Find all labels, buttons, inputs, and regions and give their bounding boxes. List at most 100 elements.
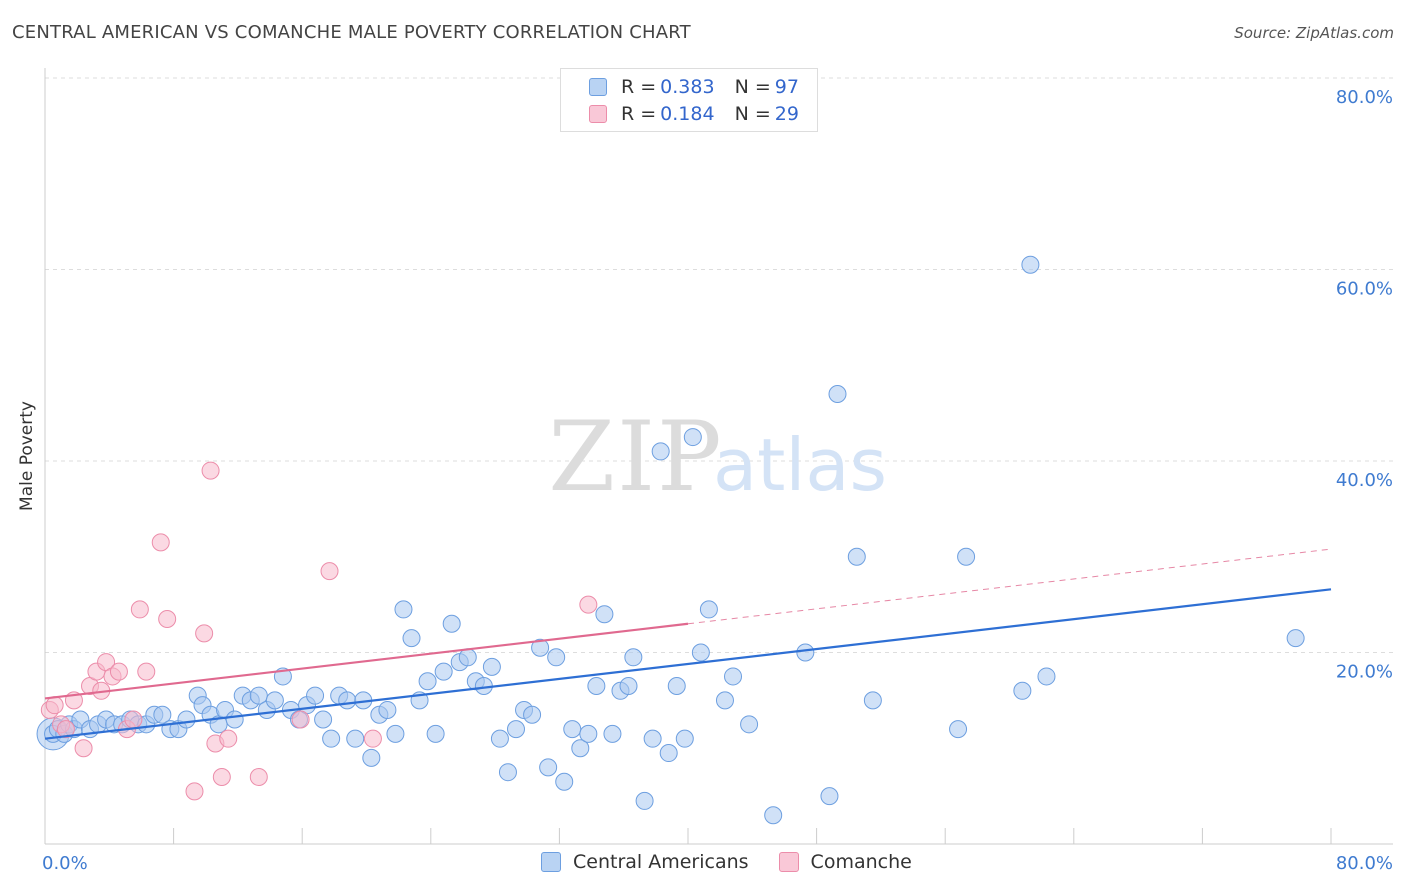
data-point <box>378 700 397 719</box>
data-point <box>219 729 238 748</box>
legend-row-central-americans: R = 0.383 N = 97 <box>589 75 799 99</box>
data-point <box>828 384 847 403</box>
data-point <box>699 600 718 619</box>
legend-r-label: R = <box>621 76 657 98</box>
data-point <box>249 767 268 786</box>
data-point <box>402 629 421 648</box>
data-point <box>346 729 365 748</box>
data-point <box>820 787 839 806</box>
y-tick-label: 80.0% <box>1336 87 1393 108</box>
data-point <box>212 767 231 786</box>
data-point <box>130 600 149 619</box>
data-point <box>863 691 882 710</box>
data-point <box>45 696 64 715</box>
data-point <box>458 648 477 667</box>
correlation-legend: R = 0.383 N = 97 R = 0.184 N = 29 <box>560 68 818 132</box>
data-point <box>394 600 413 619</box>
data-point <box>1021 255 1040 274</box>
data-point <box>109 662 128 681</box>
tick-label-layer: 20.0% 40.0% 60.0% 80.0% 0.0% 80.0% <box>42 87 1393 874</box>
data-point <box>764 806 783 825</box>
data-point <box>595 605 614 624</box>
legend-swatch-pink <box>589 105 607 123</box>
data-point <box>151 533 170 552</box>
data-point <box>418 672 437 691</box>
data-point <box>587 677 606 696</box>
data-point <box>635 791 654 810</box>
data-point <box>651 442 670 461</box>
data-point <box>740 715 759 734</box>
data-point <box>1037 667 1056 686</box>
data-point <box>265 691 284 710</box>
data-point <box>957 547 976 566</box>
data-point <box>306 686 325 705</box>
data-point <box>442 614 461 633</box>
data-point <box>523 705 542 724</box>
y-tick-label: 60.0% <box>1336 279 1393 300</box>
data-point <box>74 739 93 758</box>
y-tick-label: 20.0% <box>1336 662 1393 683</box>
legend-label: Comanche <box>810 851 912 873</box>
data-point <box>949 720 968 739</box>
data-point <box>1013 681 1032 700</box>
data-point <box>624 648 643 667</box>
data-point <box>314 710 333 729</box>
data-point <box>563 720 582 739</box>
data-point <box>482 657 501 676</box>
data-point <box>506 720 525 739</box>
data-point <box>338 691 357 710</box>
data-point <box>659 744 678 763</box>
data-point <box>426 724 445 743</box>
trend-line-comanche-extension <box>687 548 1332 625</box>
trend-line-comanche <box>44 622 689 700</box>
data-point <box>571 739 590 758</box>
data-point <box>691 643 710 662</box>
data-point <box>1286 629 1305 648</box>
data-point <box>124 710 143 729</box>
chart-title: CENTRAL AMERICAN VS COMANCHE MALE POVERT… <box>12 22 691 43</box>
x-tick-label: 80.0% <box>1336 853 1393 874</box>
grid-layer <box>45 77 1393 653</box>
data-point <box>539 758 558 777</box>
data-point <box>643 729 662 748</box>
data-point <box>547 648 566 667</box>
data-point <box>675 729 694 748</box>
data-point <box>490 729 509 748</box>
legend-item-comanche[interactable]: Comanche <box>778 851 912 873</box>
legend-label: Central Americans <box>573 851 749 873</box>
source-label: Source: ZipAtlas.com <box>1234 24 1394 42</box>
legend-r-value: 0.184 <box>660 103 715 125</box>
legend-r-value: 0.383 <box>660 76 715 98</box>
legend-item-central-americans[interactable]: Central Americans <box>541 851 749 873</box>
legend-n-value: 29 <box>774 103 799 125</box>
data-point <box>362 748 381 767</box>
legend-r-label: R = <box>621 103 657 125</box>
data-point <box>715 691 734 710</box>
data-point <box>579 724 598 743</box>
legend-swatch-blue <box>589 78 607 96</box>
data-point <box>434 662 453 681</box>
legend-n-label: N = <box>734 76 771 98</box>
data-point <box>320 562 339 581</box>
data-point <box>185 782 204 801</box>
data-point <box>531 638 550 657</box>
legend-n-label: N = <box>734 103 771 125</box>
legend-n-value: 97 <box>774 76 799 98</box>
series-legend: Central Americans Comanche <box>541 851 942 873</box>
data-point <box>683 428 702 447</box>
data-point <box>724 667 743 686</box>
y-tick-label: 40.0% <box>1336 470 1393 491</box>
data-point <box>386 724 405 743</box>
data-point <box>555 772 574 791</box>
data-point <box>667 677 686 696</box>
data-point <box>56 720 75 739</box>
data-point <box>137 662 156 681</box>
y-axis-label: Male Poverty <box>17 401 37 511</box>
legend-row-comanche: R = 0.184 N = 29 <box>589 102 799 126</box>
trend-layer <box>44 548 1332 740</box>
trend-line-central-americans <box>44 588 1332 740</box>
data-point <box>177 710 196 729</box>
data-point <box>603 724 622 743</box>
data-point <box>847 547 866 566</box>
